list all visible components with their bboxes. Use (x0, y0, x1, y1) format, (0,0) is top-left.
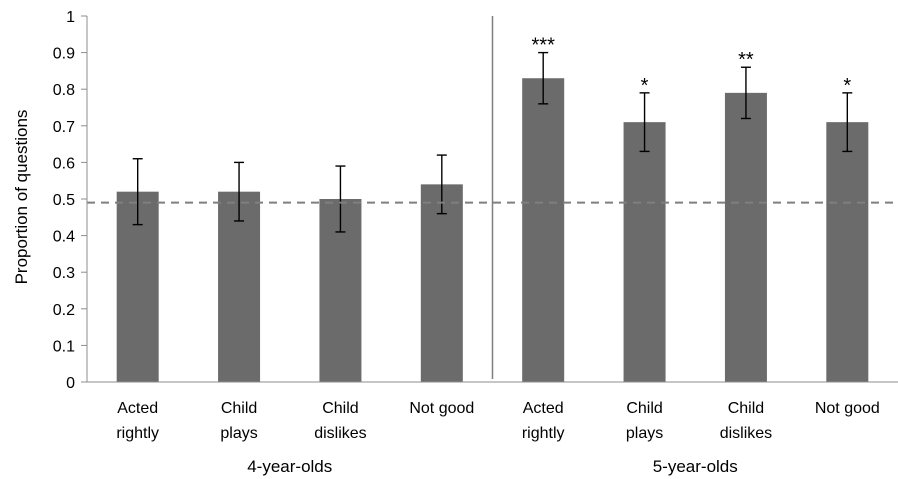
category-label: Not good (815, 400, 880, 417)
group-label: 5-year-olds (653, 457, 738, 476)
category-label: rightly (116, 425, 159, 442)
y-tick-label: 0.4 (53, 229, 75, 246)
significance-mark: *** (532, 35, 556, 57)
bar (522, 78, 565, 382)
bar (218, 191, 261, 382)
category-label: dislikes (314, 425, 366, 442)
category-label: Child (728, 400, 764, 417)
category-label: plays (626, 425, 663, 442)
group-labels: 4-year-olds 5-year-olds (247, 457, 738, 476)
category-label: Acted (117, 400, 158, 417)
category-label: Not good (409, 400, 474, 417)
significance-mark: ** (738, 49, 754, 71)
bar (826, 122, 869, 382)
significance-mark: * (641, 75, 649, 97)
significance-marks: ******* (532, 35, 852, 97)
category-label: Child (221, 400, 257, 417)
category-label: dislikes (720, 425, 772, 442)
bar (623, 122, 666, 382)
group-label: 4-year-olds (247, 457, 332, 476)
bar (724, 92, 767, 383)
bar (420, 184, 463, 382)
category-label: plays (220, 425, 257, 442)
category-label: Acted (523, 400, 564, 417)
y-tick-label: 0.8 (53, 82, 75, 99)
category-label: Child (626, 400, 662, 417)
category-label: Child (322, 400, 358, 417)
y-tick-label: 0.6 (53, 155, 75, 172)
bars (116, 78, 869, 383)
significance-mark: * (843, 75, 851, 97)
y-tick-label: 0.5 (53, 192, 75, 209)
y-tick-label: 0.1 (53, 338, 75, 355)
y-tick-label: 1 (66, 9, 75, 26)
y-tick-label: 0.9 (53, 46, 75, 63)
y-tick-label: 0.7 (53, 119, 75, 136)
y-axis-ticks: 0 0.1 0.2 0.3 0.4 0.5 0.6 0.7 0.8 0.9 1 (53, 9, 87, 392)
y-tick-label: 0.3 (53, 265, 75, 282)
error-bars (132, 51, 853, 233)
y-tick-label: 0 (66, 375, 75, 392)
category-labels: Acted rightly Child plays Child dislikes Not g… (116, 400, 879, 442)
y-axis-label: Proportion of questions (12, 110, 31, 285)
category-label: rightly (522, 425, 565, 442)
y-tick-label: 0.2 (53, 302, 75, 319)
